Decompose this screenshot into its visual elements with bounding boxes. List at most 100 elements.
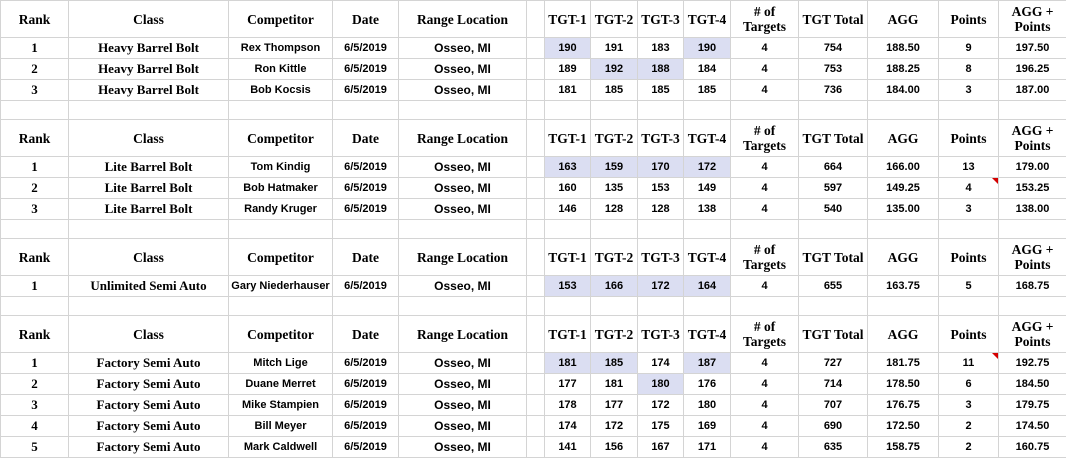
cell-date[interactable]: 6/5/2019 [332, 58, 399, 80]
column-header-competitor[interactable]: Competitor [228, 0, 333, 38]
cell-tgt_total[interactable]: 707 [798, 394, 868, 416]
cell-date[interactable]: 6/5/2019 [332, 373, 399, 395]
cell-spacer[interactable] [526, 37, 545, 59]
cell-tgt2[interactable]: 128 [590, 198, 638, 220]
column-header-rank[interactable]: Rank [0, 119, 69, 157]
column-header-spacer[interactable] [526, 0, 545, 38]
cell-tgt4[interactable]: 169 [683, 415, 731, 437]
empty-cell[interactable] [683, 296, 731, 316]
cell-class[interactable]: Factory Semi Auto [68, 394, 229, 416]
cell-tgt1[interactable]: 190 [544, 37, 591, 59]
empty-cell[interactable] [526, 100, 545, 120]
column-header-tgt1[interactable]: TGT-1 [544, 119, 591, 157]
cell-tgt4[interactable]: 138 [683, 198, 731, 220]
cell-tgt_total[interactable]: 664 [798, 156, 868, 178]
column-header-spacer[interactable] [526, 238, 545, 276]
cell-agg_points[interactable]: 153.25 [998, 177, 1066, 199]
column-header-tgt2[interactable]: TGT-2 [590, 315, 638, 353]
cell-tgt_total[interactable]: 655 [798, 275, 868, 297]
empty-cell[interactable] [998, 100, 1066, 120]
cell-tgt2[interactable]: 156 [590, 436, 638, 458]
column-header-agg_points[interactable]: AGG + Points [998, 238, 1066, 276]
cell-points[interactable]: 2 [938, 436, 999, 458]
cell-tgt_total[interactable]: 727 [798, 352, 868, 374]
cell-tgt2[interactable]: 181 [590, 373, 638, 395]
cell-class[interactable]: Factory Semi Auto [68, 436, 229, 458]
cell-competitor[interactable]: Bob Hatmaker [228, 177, 333, 199]
empty-cell[interactable] [683, 100, 731, 120]
column-header-points[interactable]: Points [938, 238, 999, 276]
column-header-location[interactable]: Range Location [398, 315, 527, 353]
cell-spacer[interactable] [526, 415, 545, 437]
cell-points[interactable]: 8 [938, 58, 999, 80]
column-header-tgt3[interactable]: TGT-3 [637, 0, 684, 38]
cell-rank[interactable]: 2 [0, 177, 69, 199]
cell-spacer[interactable] [526, 198, 545, 220]
column-header-spacer[interactable] [526, 315, 545, 353]
column-header-num_targets[interactable]: # of Targets [730, 119, 799, 157]
cell-rank[interactable]: 4 [0, 415, 69, 437]
cell-agg_points[interactable]: 160.75 [998, 436, 1066, 458]
column-header-tgt4[interactable]: TGT-4 [683, 0, 731, 38]
cell-rank[interactable]: 1 [0, 352, 69, 374]
column-header-date[interactable]: Date [332, 315, 399, 353]
column-header-date[interactable]: Date [332, 119, 399, 157]
empty-cell[interactable] [526, 296, 545, 316]
cell-tgt1[interactable]: 177 [544, 373, 591, 395]
empty-cell[interactable] [938, 100, 999, 120]
cell-class[interactable]: Heavy Barrel Bolt [68, 58, 229, 80]
column-header-tgt_total[interactable]: TGT Total [798, 238, 868, 276]
cell-location[interactable]: Osseo, MI [398, 177, 527, 199]
cell-tgt1[interactable]: 141 [544, 436, 591, 458]
cell-date[interactable]: 6/5/2019 [332, 394, 399, 416]
cell-points[interactable]: 5 [938, 275, 999, 297]
cell-location[interactable]: Osseo, MI [398, 352, 527, 374]
column-header-tgt_total[interactable]: TGT Total [798, 315, 868, 353]
empty-cell[interactable] [0, 100, 69, 120]
cell-tgt4[interactable]: 164 [683, 275, 731, 297]
column-header-tgt4[interactable]: TGT-4 [683, 238, 731, 276]
cell-agg[interactable]: 135.00 [867, 198, 939, 220]
cell-tgt1[interactable]: 181 [544, 79, 591, 101]
cell-tgt_total[interactable]: 635 [798, 436, 868, 458]
cell-tgt3[interactable]: 175 [637, 415, 684, 437]
empty-cell[interactable] [798, 219, 868, 239]
empty-cell[interactable] [637, 100, 684, 120]
cell-tgt4[interactable]: 172 [683, 156, 731, 178]
cell-agg_points[interactable]: 192.75 [998, 352, 1066, 374]
cell-points[interactable]: 9 [938, 37, 999, 59]
cell-num_targets[interactable]: 4 [730, 156, 799, 178]
empty-cell[interactable] [228, 296, 333, 316]
column-header-tgt2[interactable]: TGT-2 [590, 238, 638, 276]
cell-class[interactable]: Factory Semi Auto [68, 415, 229, 437]
cell-tgt4[interactable]: 185 [683, 79, 731, 101]
empty-cell[interactable] [590, 100, 638, 120]
cell-agg_points[interactable]: 138.00 [998, 198, 1066, 220]
cell-agg_points[interactable]: 174.50 [998, 415, 1066, 437]
column-header-num_targets[interactable]: # of Targets [730, 315, 799, 353]
cell-num_targets[interactable]: 4 [730, 79, 799, 101]
column-header-rank[interactable]: Rank [0, 0, 69, 38]
cell-competitor[interactable]: Duane Merret [228, 373, 333, 395]
cell-tgt1[interactable]: 189 [544, 58, 591, 80]
cell-num_targets[interactable]: 4 [730, 394, 799, 416]
cell-spacer[interactable] [526, 79, 545, 101]
cell-tgt1[interactable]: 181 [544, 352, 591, 374]
cell-spacer[interactable] [526, 352, 545, 374]
cell-competitor[interactable]: Ron Kittle [228, 58, 333, 80]
cell-tgt3[interactable]: 167 [637, 436, 684, 458]
cell-spacer[interactable] [526, 177, 545, 199]
column-header-class[interactable]: Class [68, 238, 229, 276]
cell-class[interactable]: Heavy Barrel Bolt [68, 79, 229, 101]
column-header-location[interactable]: Range Location [398, 119, 527, 157]
cell-location[interactable]: Osseo, MI [398, 79, 527, 101]
cell-location[interactable]: Osseo, MI [398, 275, 527, 297]
empty-cell[interactable] [398, 296, 527, 316]
cell-tgt1[interactable]: 178 [544, 394, 591, 416]
column-header-date[interactable]: Date [332, 0, 399, 38]
cell-agg[interactable]: 158.75 [867, 436, 939, 458]
cell-num_targets[interactable]: 4 [730, 198, 799, 220]
cell-date[interactable]: 6/5/2019 [332, 275, 399, 297]
cell-location[interactable]: Osseo, MI [398, 37, 527, 59]
cell-points[interactable]: 11 [938, 352, 999, 374]
